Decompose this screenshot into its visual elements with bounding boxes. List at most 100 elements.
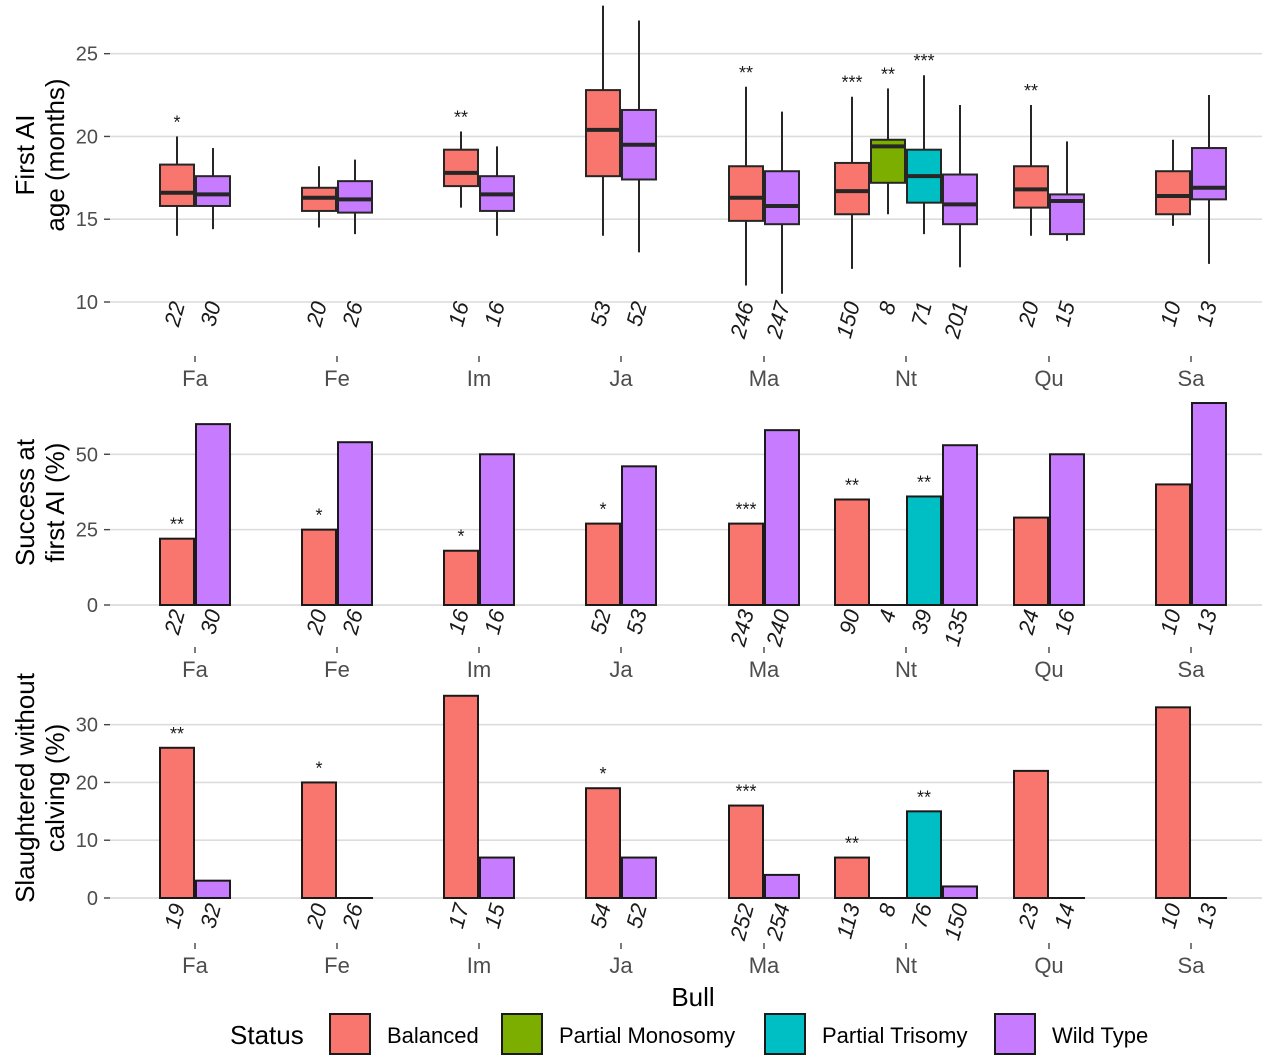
panel0-ma-wild-type-box [764, 170, 800, 226]
panel2-fa-balanced-bar [159, 746, 195, 899]
panel1-category-label-nt: Nt [895, 657, 917, 682]
panel1-qu-balanced-n-label: 24 [1013, 607, 1044, 638]
panel2-category-label-im: Im [467, 953, 491, 978]
panel0-fa-balanced-significance: * [173, 112, 180, 132]
panel1-category-label-ja: Ja [609, 657, 633, 682]
panel2-category-label-ma: Ma [749, 953, 780, 978]
panel2-nt-balanced-bar [834, 856, 870, 899]
panel0-ma-wild-type-n-label: 247 [761, 298, 795, 342]
panel0-im-balanced-box [443, 148, 479, 188]
panel0-y-axis-title-line: First AI [10, 115, 40, 196]
panel0-fe-wild-type-n-label: 26 [337, 298, 368, 330]
panel2-category-label-ja: Ja [609, 953, 633, 978]
legend-label-wild-type: Wild Type [1052, 1023, 1148, 1048]
panel2-fe-balanced-significance: * [315, 758, 322, 778]
panel2-fe-balanced-bar [301, 781, 337, 900]
panel0-nt-partial-monosomy-significance: ** [881, 64, 895, 84]
panel0-category-label-qu: Qu [1034, 366, 1063, 391]
legend-key-balanced [329, 1013, 371, 1055]
panel0-qu-balanced-significance: ** [1024, 81, 1038, 101]
panel2-ma-balanced-n-label: 252 [725, 901, 759, 944]
panel0-fa-balanced-n-label: 22 [159, 299, 190, 330]
panel2-nt-partial-trisomy-n-label: 76 [906, 900, 937, 931]
panel2-fe-balanced-n-label: 20 [301, 900, 332, 932]
panel2-fa-balanced-n-label: 19 [159, 901, 189, 931]
panel1-ma-balanced-significance: *** [735, 500, 756, 520]
panel2-ja-wild-type-bar [621, 856, 657, 899]
panel2-im-balanced-n-label: 17 [443, 900, 474, 931]
legend-title: Status [230, 1020, 304, 1050]
panel1-qu-wild-type-bar [1049, 453, 1085, 606]
panel0-fa-balanced-box [159, 163, 195, 207]
panel0-sa-wild-type-box [1191, 147, 1227, 201]
panel2-y-axis-title-line: calving (%) [40, 724, 70, 853]
panel2-nt-balanced-n-label: 113 [832, 900, 865, 941]
panel2-im-wild-type-bar [479, 856, 515, 899]
panel0-ja-balanced-significance: * [599, 0, 606, 2]
panel0-category-label-ma: Ma [749, 366, 780, 391]
panel1-y-axis-title-line: first AI (%) [40, 443, 70, 563]
panel2-ja-balanced-n-label: 54 [585, 901, 615, 931]
panel1-sa-balanced-n-label: 10 [1155, 606, 1186, 637]
panel2-ma-wild-type-bar [764, 873, 800, 900]
panel1-fa-balanced-bar [159, 537, 195, 606]
panel2-ja-balanced-significance: * [599, 764, 606, 784]
panel2-ma-balanced-significance: *** [735, 782, 756, 802]
panel1-ytick-label: 50 [76, 444, 98, 466]
legend-label-partial-trisomy: Partial Trisomy [822, 1023, 967, 1048]
panel1-ja-wild-type-bar [621, 465, 657, 606]
panel1-category-label-sa: Sa [1178, 657, 1206, 682]
panel2-category-label-qu: Qu [1034, 953, 1063, 978]
panel0-ytick-label: 20 [76, 126, 98, 148]
panel1-category-label-qu: Qu [1034, 657, 1063, 682]
panel1-ytick-label: 0 [87, 595, 98, 617]
panel2-sa-balanced-bar [1155, 706, 1191, 899]
panel1-ytick-label: 25 [76, 520, 98, 542]
panel1-nt-partial-trisomy-significance: ** [917, 472, 931, 492]
panel2-y-axis-title: Slaughtered withoutcalving (%) [10, 672, 70, 903]
panel0-category-label-im: Im [467, 366, 491, 391]
x-axis-title: Bull [671, 982, 714, 1012]
panel2-sa-balanced-n-label: 10 [1155, 900, 1186, 931]
panel0-im-balanced-significance: ** [454, 107, 468, 127]
panel1-nt-balanced-bar [834, 498, 870, 606]
panel1-nt-wild-type-bar [942, 444, 978, 606]
panel1-im-balanced-n-label: 16 [443, 606, 474, 637]
panel0-y-axis-title: First AIage (months) [10, 78, 70, 231]
panel1-category-label-fe: Fe [324, 657, 350, 682]
panel0-ma-balanced-significance: ** [739, 63, 753, 83]
panel0-category-label-ja: Ja [609, 366, 633, 391]
panel1-qu-wild-type-n-label: 16 [1049, 606, 1080, 637]
panel1-fe-balanced-significance: * [315, 506, 322, 526]
panel0-ja-wild-type-n-label: 52 [621, 299, 651, 329]
panel0-nt-partial-trisomy-n-label: 71 [906, 299, 936, 329]
panel2-nt-wild-type-n-label: 150 [939, 900, 973, 943]
panel1-nt-partial-monosomy-n-label: 4 [874, 607, 901, 625]
panel0-ma-balanced-n-label: 246 [725, 298, 759, 342]
panel2-qu-balanced-bar [1013, 769, 1049, 900]
panel2-ma-balanced-bar [728, 804, 764, 899]
panel2-category-label-fe: Fe [324, 953, 350, 978]
panel1-sa-wild-type-bar [1191, 402, 1227, 606]
panel1-ja-balanced-bar [585, 522, 621, 607]
panel0-category-label-sa: Sa [1178, 366, 1206, 391]
legend-key-wild-type [994, 1013, 1036, 1055]
panel1-ma-wild-type-n-label: 240 [761, 606, 795, 650]
panel1-category-label-fa: Fa [182, 657, 208, 682]
panel2-ytick-label: 10 [76, 830, 98, 852]
panel2-ja-balanced-bar [585, 787, 621, 900]
panel0-category-label-nt: Nt [895, 366, 917, 391]
panel1-ma-balanced-n-label: 243 [725, 606, 759, 650]
panel0-nt-wild-type-n-label: 201 [939, 299, 973, 342]
panel1-ja-wild-type-n-label: 53 [621, 606, 652, 637]
panel2-ytick-label: 30 [76, 715, 98, 737]
legend-key-partial-trisomy [764, 1013, 806, 1055]
panel1-y-axis-title: Success atfirst AI (%) [10, 438, 70, 566]
panel2-ja-wild-type-n-label: 52 [621, 901, 651, 931]
panel1-category-label-ma: Ma [749, 657, 780, 682]
panel2-sa-wild-type-n-label: 13 [1191, 900, 1222, 931]
panel2-category-label-sa: Sa [1178, 953, 1206, 978]
panel1-nt-partial-trisomy-bar [906, 495, 942, 606]
panel2-fa-balanced-significance: ** [170, 724, 184, 744]
panel2-fa-wild-type-bar [195, 879, 231, 900]
